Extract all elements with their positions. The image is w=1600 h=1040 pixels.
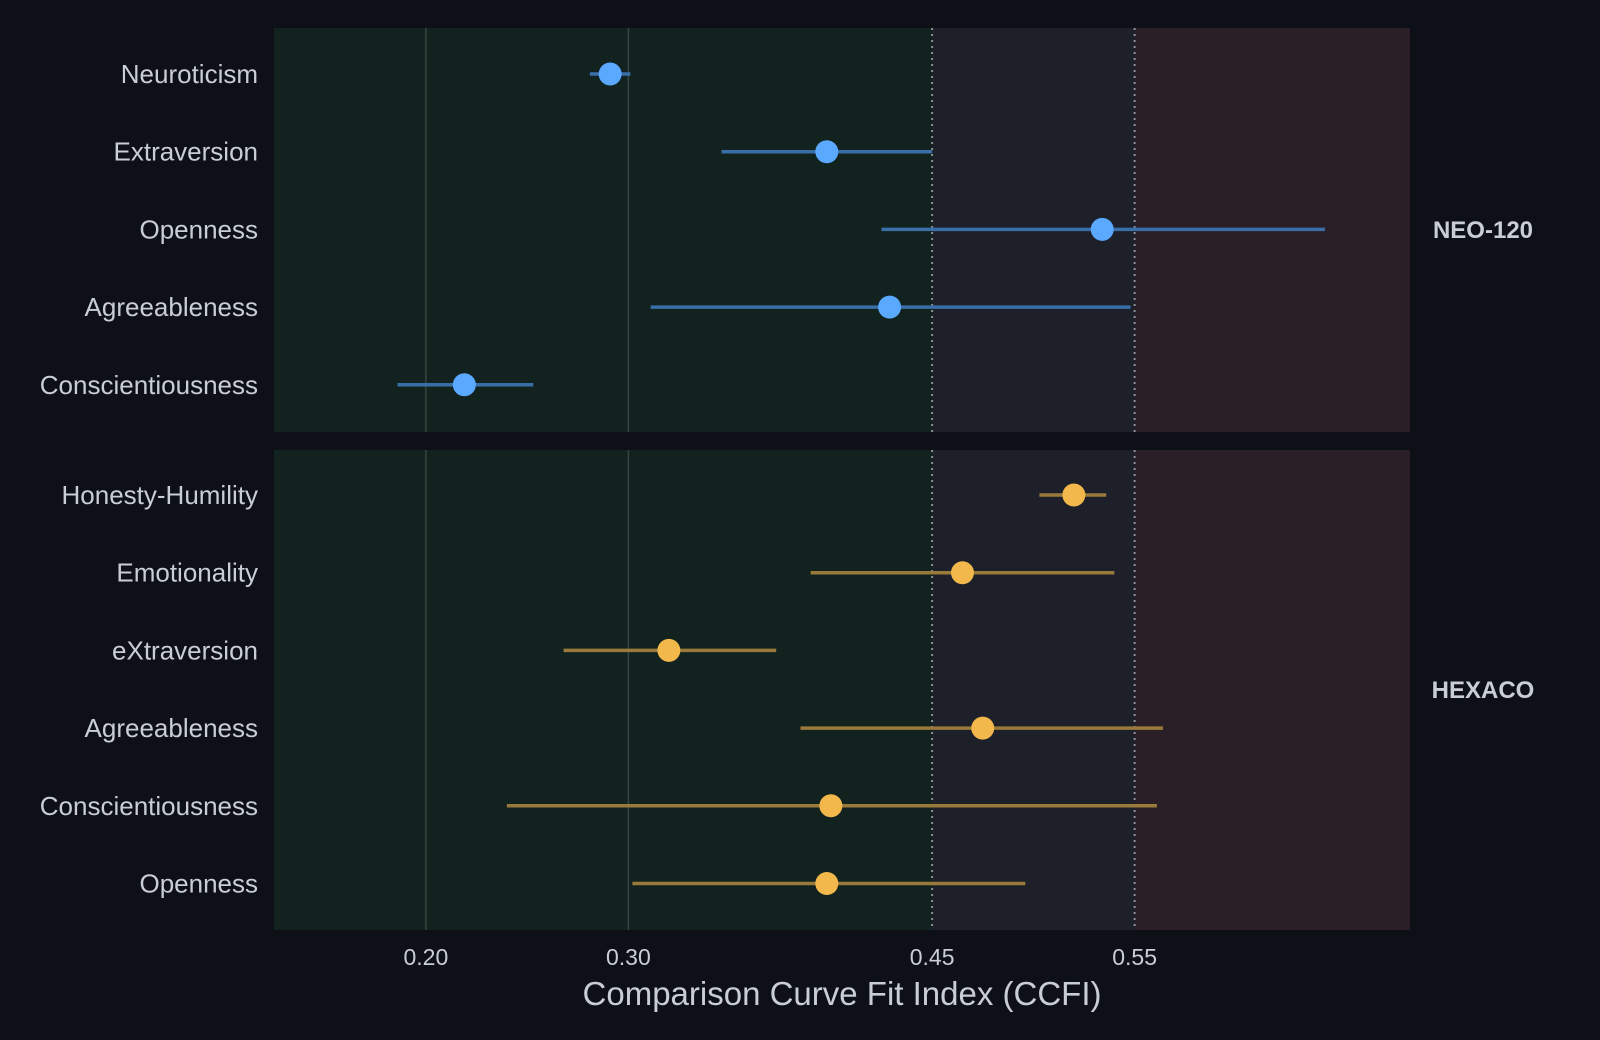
category-label: Openness [139, 214, 258, 244]
x-tick-label: 0.20 [403, 944, 448, 970]
category-label: Honesty-Humility [62, 480, 259, 510]
category-label: Agreeableness [85, 292, 258, 322]
x-tick-label: 0.55 [1112, 944, 1157, 970]
facet-strip-label: HEXACO [1432, 677, 1535, 704]
fit-zone-1 [932, 450, 1135, 930]
category-label: Openness [139, 869, 258, 899]
facet-panel-hexaco: Honesty-Humility Emotionality eXtraversion… [40, 450, 1535, 930]
category-label: Conscientiousness [40, 370, 258, 400]
point-estimate [878, 295, 902, 319]
facet-panels: Neuroticism Extraversion Openness Agreeable… [40, 28, 1535, 930]
x-axis-title: Comparison Curve Fit Index (CCFI) [583, 975, 1102, 1012]
point-estimate [815, 872, 839, 895]
category-label: Extraversion [114, 137, 259, 167]
point-estimate [1090, 217, 1114, 241]
x-tick-label: 0.30 [606, 944, 651, 970]
category-label: Emotionality [116, 558, 258, 588]
fit-zone-0 [274, 28, 933, 432]
point-estimate [971, 716, 995, 740]
facet-strip-label: NEO-120 [1433, 217, 1533, 244]
point-estimate [598, 62, 622, 86]
point-estimate [815, 140, 839, 164]
category-label: Neuroticism [121, 59, 258, 89]
point-estimate [950, 561, 974, 585]
category-label: Agreeableness [85, 713, 258, 743]
category-label: eXtraversion [112, 635, 258, 665]
point-estimate [1062, 483, 1086, 507]
point-estimate [657, 638, 681, 662]
category-label: Conscientiousness [40, 791, 258, 821]
x-tick-label: 0.45 [910, 944, 955, 970]
point-estimate [452, 373, 476, 397]
facet-panel-neo-120: Neuroticism Extraversion Openness Agreeable… [40, 28, 1533, 432]
fit-zone-0 [274, 450, 933, 930]
fit-zone-2 [1134, 450, 1410, 930]
point-estimate [819, 794, 843, 818]
x-axis: 0.20 0.30 0.45 0.55 [403, 944, 1157, 970]
